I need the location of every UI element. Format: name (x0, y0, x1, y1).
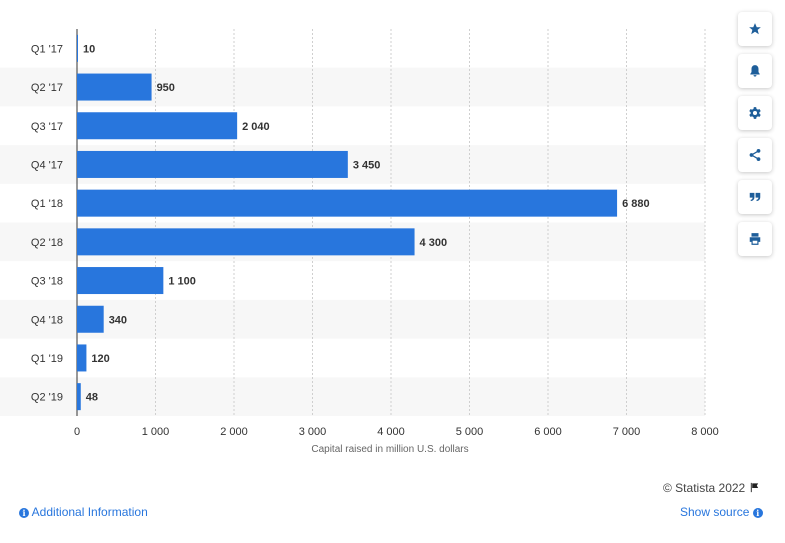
bar[interactable] (77, 228, 415, 256)
value-label: 48 (86, 392, 98, 404)
category-label: Q1 '19 (31, 353, 63, 365)
quote-icon (749, 192, 761, 202)
row-band (0, 377, 705, 416)
share-icon (749, 149, 761, 161)
value-label: 6 880 (622, 198, 650, 210)
copyright-text: © Statista 2022 (663, 481, 746, 495)
info-icon: i (19, 508, 29, 518)
bar[interactable] (77, 383, 81, 411)
value-label: 120 (91, 353, 109, 365)
category-label: Q4 '17 (31, 159, 63, 171)
bar[interactable] (77, 150, 348, 178)
x-axis-label: Capital raised in million U.S. dollars (311, 444, 468, 455)
bar[interactable] (77, 344, 87, 372)
grid-lines (155, 29, 706, 416)
value-label: 950 (157, 82, 175, 94)
bar[interactable] (77, 73, 152, 101)
settings-button[interactable] (738, 96, 772, 130)
value-labels: 10 950 2 040 3 450 6 880 4 300 1 100 340 120 48 (83, 43, 650, 403)
additional-information-label: Additional Information (31, 505, 148, 519)
bell-icon (750, 65, 760, 77)
category-label: Q2 '17 (31, 82, 63, 94)
x-tick-label: 4 000 (377, 426, 405, 438)
x-tick-label: 6 000 (534, 426, 562, 438)
value-label: 3 450 (353, 159, 381, 171)
bar[interactable] (77, 267, 164, 295)
x-tick-label: 2 000 (220, 426, 248, 438)
favorite-button[interactable] (738, 12, 772, 46)
x-tick-label: 0 (74, 426, 80, 438)
bar[interactable] (77, 305, 104, 333)
copyright: © Statista 2022 (663, 481, 760, 495)
row-band (0, 299, 705, 339)
category-label: Q4 '18 (31, 314, 63, 326)
print-icon (749, 233, 761, 245)
flag-icon (750, 482, 758, 493)
x-tick-label: 1 000 (142, 426, 170, 438)
additional-information-link[interactable]: i Additional Information (19, 505, 148, 519)
info-icon: i (752, 508, 763, 518)
cite-button[interactable] (738, 180, 772, 214)
category-labels: Q1 '17 Q2 '17 Q3 '17 Q4 '17 Q1 '18 Q2 '18 Q3 '… (31, 43, 63, 403)
notification-button[interactable] (738, 54, 772, 88)
show-source-label: Show source (680, 505, 750, 519)
bar[interactable] (77, 112, 238, 140)
star-icon (749, 23, 761, 35)
print-button[interactable] (738, 222, 772, 256)
category-label: Q2 '19 (31, 392, 63, 404)
bar[interactable] (77, 189, 618, 217)
category-label: Q3 '18 (31, 276, 63, 288)
x-tick-label: 5 000 (456, 426, 484, 438)
gear-icon (749, 107, 761, 119)
row-bands (0, 67, 705, 416)
value-label: 10 (83, 43, 95, 55)
category-label: Q3 '17 (31, 121, 63, 133)
value-label: 2 040 (242, 121, 270, 133)
category-label: Q2 '18 (31, 237, 63, 249)
bars (77, 34, 618, 411)
value-label: 340 (109, 314, 127, 326)
category-label: Q1 '18 (31, 198, 63, 210)
x-tick-label: 8 000 (691, 426, 719, 438)
value-label: 4 300 (420, 237, 448, 249)
x-tick-label: 7 000 (613, 426, 641, 438)
x-tick-labels: 0 1 000 2 000 3 000 4 000 5 000 6 000 7 000 8 00… (74, 426, 719, 438)
x-tick-label: 3 000 (299, 426, 327, 438)
bar[interactable] (77, 34, 78, 62)
value-label: 1 100 (168, 276, 196, 288)
share-button[interactable] (738, 138, 772, 172)
show-source-link[interactable]: Show source i (680, 505, 763, 519)
category-label: Q1 '17 (31, 43, 63, 55)
